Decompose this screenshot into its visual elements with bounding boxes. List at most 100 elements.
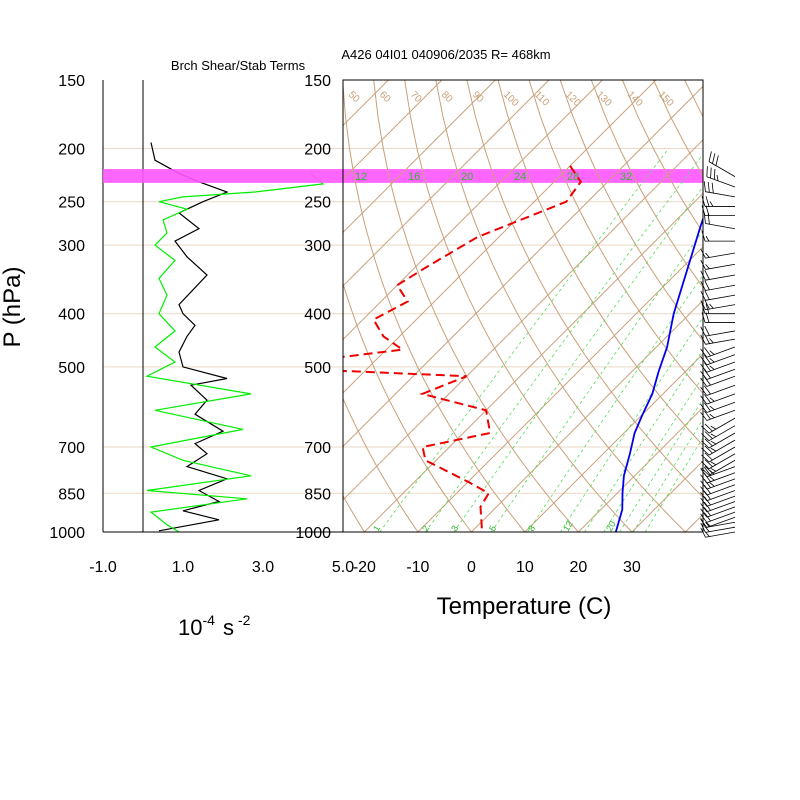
wind-barb-feather	[701, 231, 706, 242]
shear-pressure-label: 850	[58, 486, 85, 503]
dry-adiabat-line	[343, 80, 526, 532]
temperature-tick-label: -20	[353, 559, 376, 576]
wind-barb	[700, 495, 736, 507]
wind-barb-feather	[709, 350, 715, 355]
wind-barb-feather	[709, 482, 715, 487]
mixing-ratio-line	[603, 375, 703, 532]
wind-barb-feather	[701, 303, 706, 314]
wind-barb-staff	[706, 506, 736, 518]
mixing-ratio-line	[584, 349, 703, 532]
wind-barb-staff	[706, 384, 736, 396]
skew-isotherms	[0, 80, 703, 532]
dry-adiabat-line	[373, 80, 579, 532]
wind-barb-staff	[708, 425, 736, 442]
isotherm-line	[0, 80, 174, 532]
wind-barb-feather	[700, 334, 706, 345]
wind-barb-feather	[704, 507, 711, 517]
wind-barb-feather	[715, 155, 719, 166]
mixing-ratio-label-top: 24	[514, 171, 526, 183]
wind-barb-feather	[704, 431, 713, 439]
dry-adiabat-label: 70	[408, 89, 424, 105]
wind-barb-feather	[705, 264, 710, 269]
skew-pressure-label: 200	[304, 142, 331, 159]
wind-barb-staff	[706, 346, 736, 358]
wind-barb-staff	[706, 478, 736, 490]
wind-barb-feather	[700, 527, 706, 538]
wind-barb-feather	[700, 290, 706, 301]
wind-barb-feather	[704, 438, 713, 447]
wind-barb-feather	[704, 394, 711, 403]
wind-barb	[701, 459, 736, 476]
wind-barb-feather	[704, 354, 711, 364]
wind-barb-feather	[700, 248, 706, 259]
shear-x-tick-label: 3.0	[252, 559, 274, 576]
wind-barb	[700, 393, 736, 405]
wind-barb-feather	[704, 496, 711, 506]
isotherm-line	[343, 80, 443, 180]
wind-barb-feather	[704, 485, 711, 494]
wind-barb-feather	[705, 235, 710, 242]
wind-barb-staff	[706, 393, 736, 405]
mixing-ratio-label-bottom: 12	[561, 519, 575, 533]
wind-barb-feather	[704, 362, 711, 372]
shear-pressure-label: 250	[58, 195, 85, 212]
wind-barb-staff	[705, 284, 736, 291]
wind-barb-feather	[708, 151, 712, 162]
wind-barb-feather	[704, 325, 710, 336]
wind-barb-feather	[705, 312, 710, 323]
wind-barb-staff	[706, 409, 736, 421]
wind-barb-feather	[707, 181, 710, 193]
unit-base: 10	[178, 615, 202, 640]
dry-adiabat-line	[528, 80, 703, 395]
wind-barb-feather	[704, 501, 711, 511]
wind-barb-staff	[705, 263, 736, 270]
y-axis-label: P (hPa)	[0, 267, 26, 348]
mixing-ratio-label-top: 32	[620, 171, 632, 183]
mixing-ratio-line	[379, 148, 670, 532]
wind-barb-feather	[700, 386, 708, 396]
wind-barb-feather	[704, 466, 711, 476]
wind-barb	[700, 401, 736, 413]
dry-adiabat-label: 100	[501, 89, 521, 109]
isotherm-line	[343, 85, 703, 448]
mixing-ratio-label-bottom: 20	[604, 519, 618, 533]
wind-barb-feather	[701, 312, 706, 323]
wind-barb-feather	[704, 290, 710, 300]
isotherm-line	[343, 80, 657, 394]
wind-barb-feather	[700, 280, 706, 291]
wind-barb-feather	[710, 433, 717, 438]
wind-barb-feather	[709, 413, 715, 419]
wind-barb-feather	[700, 395, 708, 405]
dry-adiabat-line	[778, 80, 800, 532]
temperature-line	[614, 216, 703, 532]
wind-barb	[701, 205, 735, 216]
isotherm-line	[631, 460, 703, 532]
wind-barb-feather	[709, 338, 714, 344]
wind-barb-feather	[700, 403, 708, 413]
wind-barb-feather	[705, 522, 711, 527]
wind-barb-staff	[706, 484, 736, 496]
wind-barb	[708, 151, 736, 177]
temperature-tick-label: 10	[516, 559, 534, 576]
wind-barb	[700, 472, 736, 484]
wind-barb-feather	[707, 213, 710, 225]
wind-barb-feather	[710, 440, 717, 445]
wind-barb-staff	[706, 354, 736, 366]
skew-pressure-label: 1000	[295, 525, 331, 542]
wind-barb-feather	[704, 479, 711, 488]
wind-barb-staff	[706, 490, 736, 502]
dry-adiabat-label: 130	[594, 89, 614, 109]
wind-barb-staff	[705, 274, 736, 281]
stability-term-line	[145, 172, 325, 532]
wind-barb	[700, 522, 736, 533]
temperature-tick-label: 20	[570, 559, 588, 576]
wind-barb-feather	[701, 454, 710, 463]
wind-barb-staff	[706, 516, 736, 528]
dry-adiabat-label: 120	[563, 89, 583, 109]
isotherm-line	[343, 80, 603, 341]
wind-barb	[701, 425, 736, 442]
wind-barb	[703, 213, 736, 230]
shear-x-axis-label: 10-4 s -2	[178, 612, 251, 640]
wind-barb	[700, 490, 736, 502]
wind-barb-feather	[700, 270, 706, 281]
